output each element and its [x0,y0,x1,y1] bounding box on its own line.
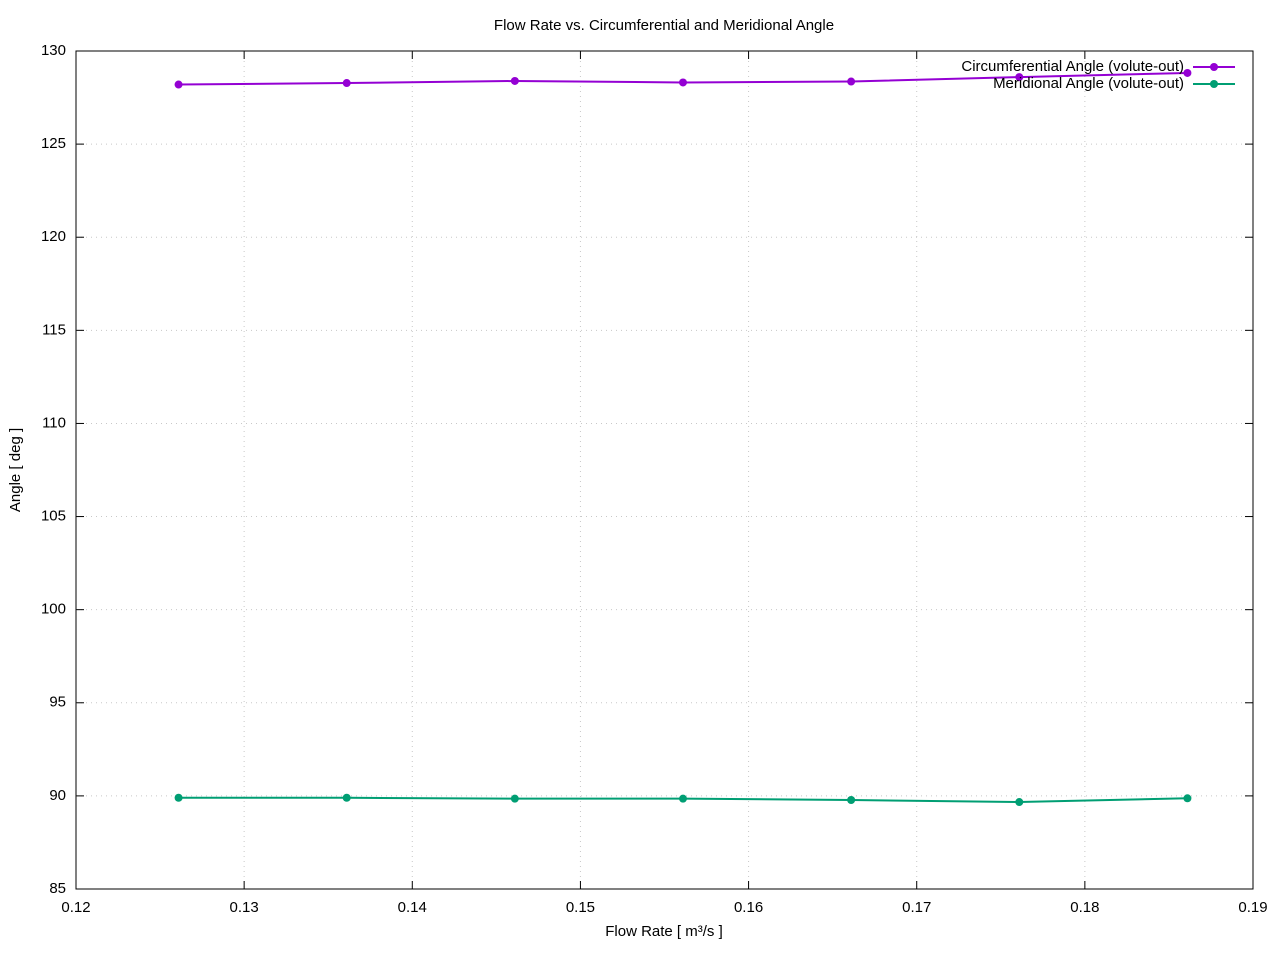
x-tick-label: 0.19 [1238,899,1267,916]
data-point [678,794,687,803]
y-tick-label: 95 [49,694,66,711]
data-point [678,78,687,87]
y-tick-label: 90 [49,787,66,804]
plot-frame [75,50,1254,890]
data-point [847,795,856,804]
x-tick-label: 0.17 [902,899,931,916]
data-point [847,77,856,86]
x-tick-label: 0.12 [61,899,90,916]
data-point [342,79,351,88]
chart-title: Flow Rate vs. Circumferential and Meridi… [494,17,834,34]
y-tick-label: 110 [42,414,66,431]
x-tick-label: 0.16 [734,899,763,916]
data-point [1183,68,1192,77]
y-tick-label: 120 [41,228,66,245]
y-tick-label: 85 [49,880,66,897]
y-tick-label: 115 [42,321,66,338]
legend-label: Circumferential Angle (volute-out) [961,58,1184,75]
data-point [174,793,183,802]
data-point [1015,798,1024,807]
legend-marker [1210,63,1218,71]
x-tick-label: 0.13 [230,899,259,916]
x-tick-label: 0.15 [566,899,595,916]
legend-marker [1210,80,1218,88]
data-point [342,793,351,802]
data-point [1015,73,1024,82]
legend-label: Meridional Angle (volute-out) [993,75,1184,92]
y-tick-label: 125 [41,135,66,152]
y-tick-label: 100 [41,601,66,618]
y-axis-label: Angle [ deg ] [7,428,24,512]
x-tick-label: 0.18 [1070,899,1099,916]
data-point [510,794,519,803]
x-tick-label: 0.14 [398,899,427,916]
y-tick-label: 130 [41,42,66,59]
data-point [1183,794,1192,803]
data-point [174,80,183,89]
x-axis-label: Flow Rate [ m³/s ] [605,923,723,940]
y-tick-label: 105 [41,508,66,525]
data-point [510,76,519,85]
